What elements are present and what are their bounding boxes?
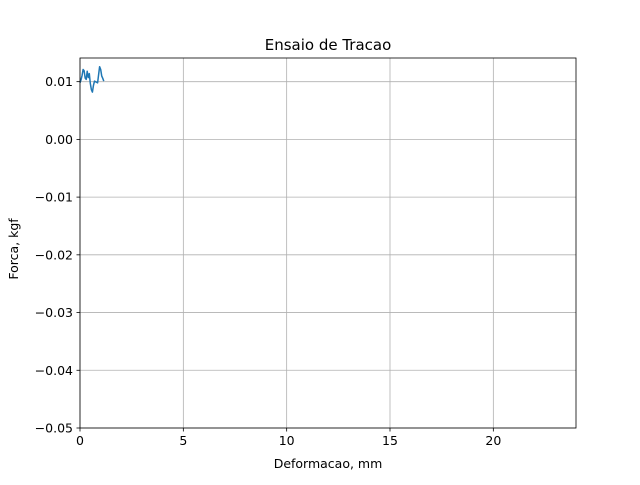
series-layer — [79, 65, 105, 93]
series-line — [79, 65, 105, 93]
y-axis-label: Forca, kgf — [6, 218, 21, 280]
y-tick-label: −0.05 — [35, 421, 73, 436]
x-tick-label: 5 — [179, 433, 187, 448]
x-tick-label: 20 — [485, 433, 501, 448]
y-tick-label: −0.04 — [35, 363, 73, 378]
y-tick-label: 0.01 — [45, 74, 73, 89]
chart-title: Ensaio de Tracao — [265, 36, 392, 54]
x-tick-label: 15 — [382, 433, 398, 448]
ticks: 0 5 10 15 20 0.01 0.00 −0.01 −0.02 −0.03 −0.04 −0.0… — [35, 74, 502, 448]
plot-frame — [79, 57, 577, 429]
y-tick-label: −0.01 — [35, 190, 73, 205]
y-tick-label: 0.00 — [45, 132, 73, 147]
x-tick-label: 10 — [279, 433, 295, 448]
y-tick-label: −0.02 — [35, 247, 73, 262]
x-axis-label: Deformacao, mm — [274, 456, 383, 471]
y-tick-label: −0.03 — [35, 305, 73, 320]
x-tick-label: 0 — [76, 433, 84, 448]
